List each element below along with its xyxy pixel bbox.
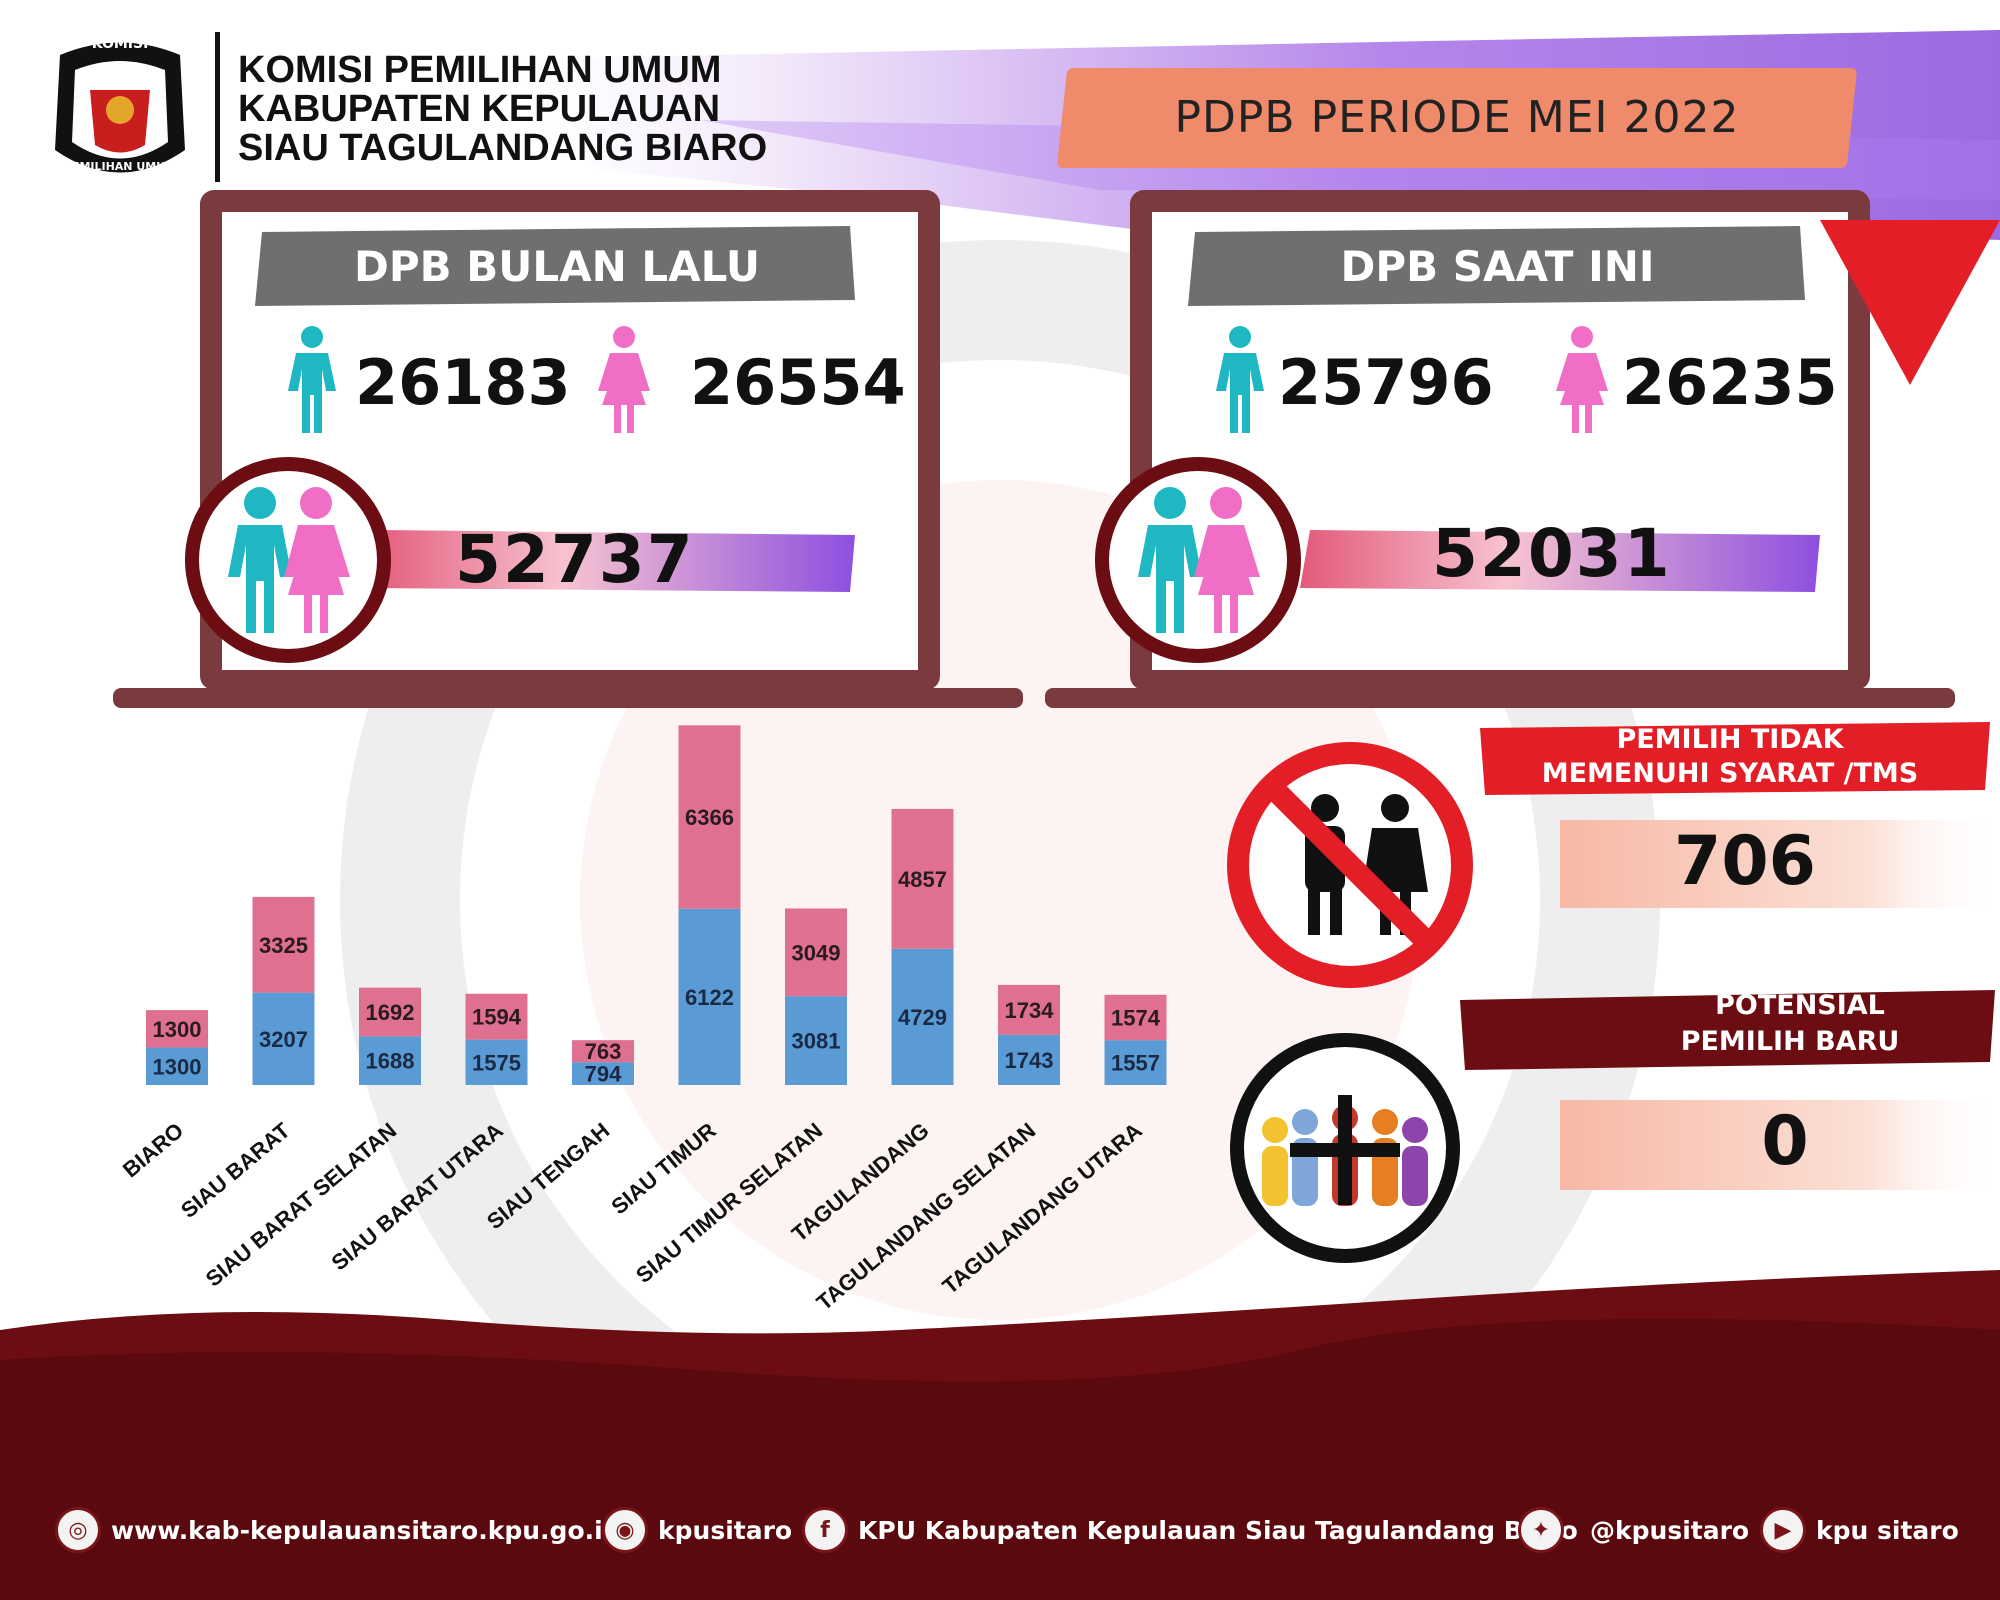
- data-label-female: 6366: [685, 805, 734, 830]
- data-label-male: 4729: [898, 1005, 947, 1030]
- new-voters-icon: [1230, 1033, 1460, 1263]
- bar-female: [998, 984, 1060, 1035]
- category-label: TAGULANDANG SELATAN: [812, 1118, 1041, 1315]
- bar-male: [998, 1034, 1060, 1085]
- decrease-arrow-icon: [1820, 220, 2000, 385]
- data-label-female: 1574: [1111, 1005, 1161, 1030]
- male-icon: [1216, 326, 1264, 433]
- female-icon: [598, 326, 650, 433]
- twitter-icon: ✦: [1518, 1507, 1564, 1553]
- bar-female: [891, 808, 954, 949]
- bar-female: [252, 896, 315, 993]
- data-label-male: 3207: [259, 1027, 308, 1052]
- data-label-female: 4857: [898, 867, 947, 892]
- category-label: BIARO: [118, 1118, 188, 1183]
- data-label-male: 3081: [792, 1029, 841, 1054]
- bar-male: [572, 1062, 634, 1085]
- couple-icon: [1138, 487, 1260, 633]
- footer-website[interactable]: ◎ www.kab-kepulauansitaro.kpu.go.id: [55, 1505, 621, 1555]
- org-name-line-2: KABUPATEN KEPULAUAN: [238, 88, 721, 130]
- previous-female-count: 26554: [690, 346, 906, 419]
- facebook-icon: f: [802, 1507, 848, 1553]
- female-icon: [1556, 326, 1608, 433]
- youtube-text: kpu sitaro: [1816, 1515, 1959, 1545]
- kpu-logo: [55, 42, 185, 173]
- potential-label-line-2: PEMILIH BARU: [1680, 1026, 1900, 1057]
- current-card-title: DPB SAAT INI: [1340, 242, 1655, 291]
- current-male-count: 25796: [1278, 346, 1494, 419]
- category-label: SIAU BARAT UTARA: [327, 1118, 508, 1276]
- bar-female: [572, 1040, 634, 1063]
- previous-card-title: DPB BULAN LALU: [353, 242, 761, 291]
- data-label-female: 1594: [472, 1005, 522, 1030]
- org-name-line-3: SIAU TAGULANDANG BIARO: [238, 127, 768, 169]
- facebook-text: KPU Kabupaten Kepulauan Siau Tagulandang…: [858, 1515, 1578, 1545]
- data-label-male: 1575: [472, 1050, 521, 1075]
- laptop-current: [1045, 190, 1955, 708]
- bar-male: [359, 1036, 421, 1085]
- logo-bottom-text: PEMILIHAN UMUM: [63, 160, 177, 173]
- data-label-female: 763: [585, 1039, 622, 1064]
- tms-value: 706: [1674, 822, 1816, 901]
- footer-twitter[interactable]: ✦ @kpusitaro: [1518, 1505, 1749, 1555]
- bar-male: [678, 908, 741, 1085]
- data-label-male: 1688: [366, 1049, 415, 1074]
- period-title: PDPB PERIODE MEI 2022: [1174, 92, 1740, 143]
- bar-female: [359, 987, 421, 1037]
- potential-value: 0: [1761, 1102, 1809, 1181]
- category-label: TAGULANDANG UTARA: [937, 1118, 1146, 1299]
- bar-female: [1104, 994, 1167, 1041]
- data-label-female: 3325: [259, 933, 308, 958]
- data-label-male: 6122: [685, 985, 734, 1010]
- male-icon: [288, 326, 336, 433]
- tms-label-line-1: PEMILIH TIDAK: [1616, 724, 1844, 755]
- logo-top-text: KOMISI: [91, 36, 149, 52]
- category-label: SIAU TIMUR SELATAN: [631, 1118, 827, 1288]
- data-label-female: 1692: [366, 1000, 415, 1025]
- twitter-text: @kpusitaro: [1590, 1515, 1750, 1545]
- bar-male: [1104, 1040, 1167, 1085]
- category-label: SIAU TIMUR: [606, 1118, 720, 1220]
- instagram-icon: ◉: [602, 1507, 648, 1553]
- data-label-female: 3049: [792, 940, 841, 965]
- footer-instagram[interactable]: ◉ kpusitaro: [602, 1505, 792, 1555]
- footer-facebook[interactable]: f KPU Kabupaten Kepulauan Siau Tagulanda…: [802, 1505, 1578, 1555]
- current-female-count: 26235: [1622, 346, 1838, 419]
- laptop-previous: [113, 190, 1023, 708]
- data-label-male: 1557: [1111, 1051, 1160, 1076]
- data-label-male: 794: [585, 1062, 622, 1087]
- bar-female: [785, 908, 847, 997]
- bar-male: [252, 992, 315, 1085]
- globe-icon: ◎: [55, 1507, 101, 1553]
- no-voters-icon: [1227, 742, 1473, 988]
- youtube-icon: ▶: [1760, 1507, 1806, 1553]
- couple-icon: [228, 487, 350, 633]
- website-text: www.kab-kepulauansitaro.kpu.go.id: [111, 1515, 621, 1545]
- data-label-female: 1734: [1005, 998, 1055, 1023]
- data-label-male: 1300: [153, 1054, 202, 1079]
- bar-female: [678, 725, 741, 909]
- footer-youtube[interactable]: ▶ kpu sitaro: [1760, 1505, 1959, 1555]
- data-label-male: 1743: [1005, 1048, 1054, 1073]
- current-total: 52031: [1432, 515, 1672, 592]
- previous-male-count: 26183: [355, 346, 571, 419]
- bar-female: [465, 993, 528, 1040]
- bar-male: [465, 1039, 528, 1085]
- tms-label-line-2: MEMENUHI SYARAT /TMS: [1541, 758, 1919, 789]
- bar-male: [146, 1047, 208, 1085]
- data-label-female: 1300: [153, 1017, 202, 1042]
- header-divider: [215, 32, 220, 182]
- org-name-line-1: KOMISI PEMILIHAN UMUM: [238, 49, 722, 91]
- previous-total: 52737: [455, 521, 695, 598]
- bar-male: [891, 948, 954, 1085]
- instagram-text: kpusitaro: [658, 1515, 793, 1545]
- potential-label-line-1: POTENSIAL: [1715, 990, 1885, 1021]
- bar-female: [146, 1010, 208, 1048]
- category-label: SIAU BARAT SELATAN: [201, 1118, 402, 1292]
- bar-male: [785, 996, 847, 1085]
